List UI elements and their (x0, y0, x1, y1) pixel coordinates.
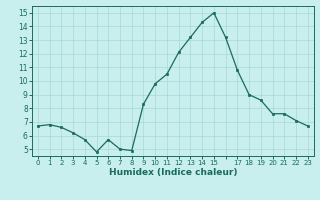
X-axis label: Humidex (Indice chaleur): Humidex (Indice chaleur) (108, 168, 237, 177)
